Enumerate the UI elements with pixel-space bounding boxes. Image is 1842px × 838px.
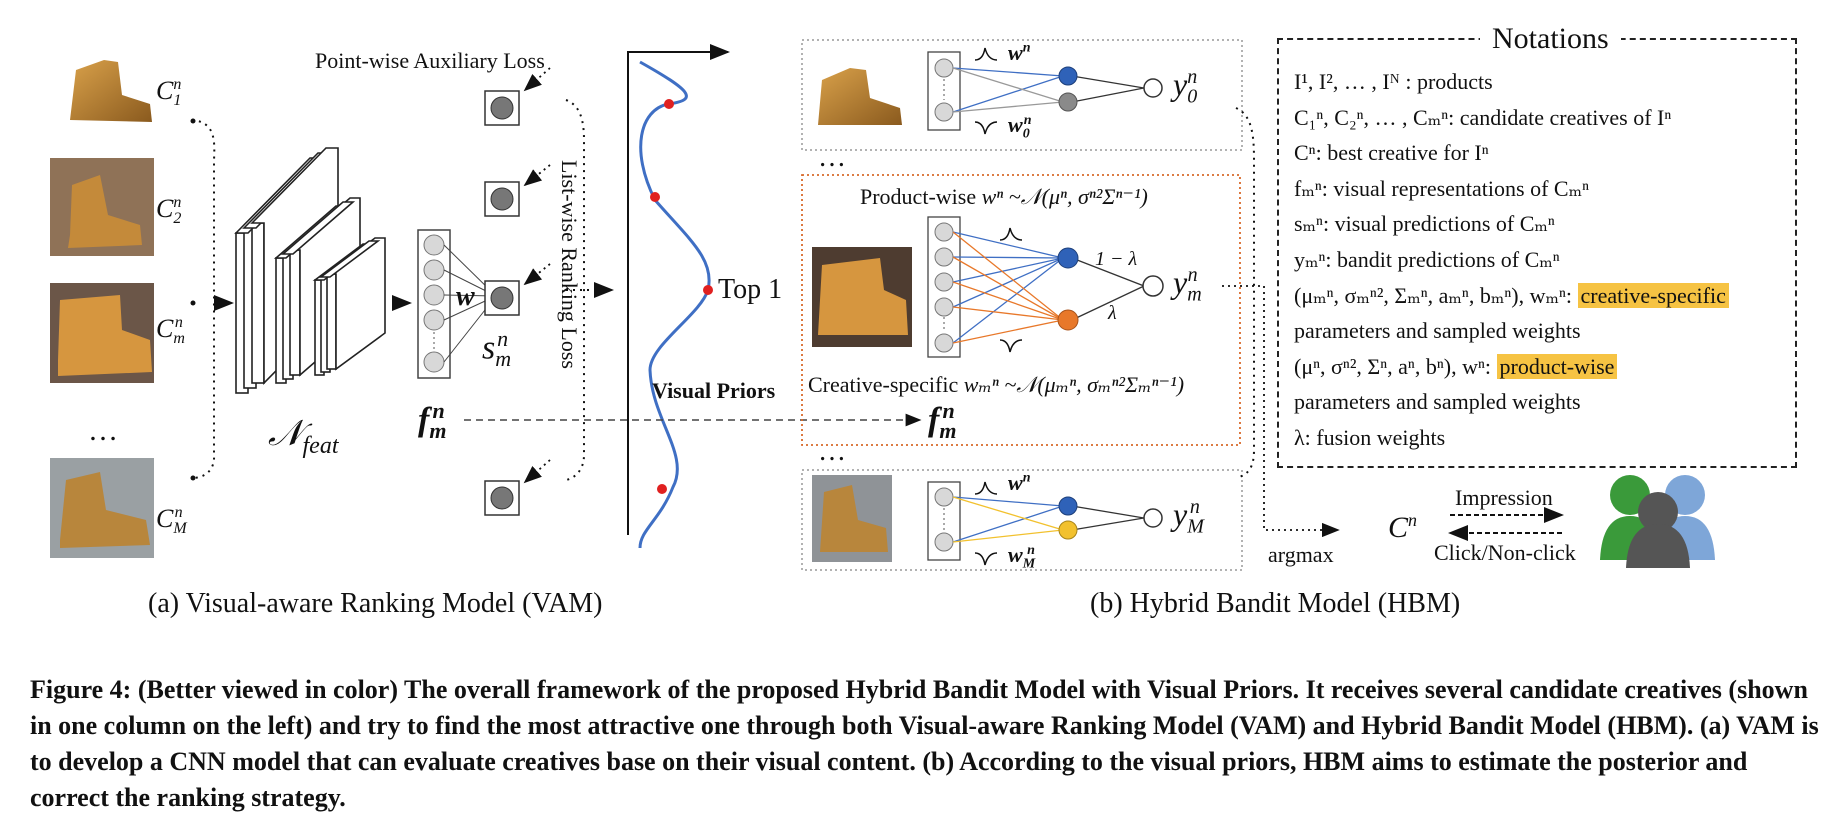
hbm-w0-label: w0n (1008, 112, 1032, 142)
notation-line: (μⁿ, σⁿ², Σⁿ, aⁿ, bⁿ), wⁿ: product-wise (1294, 349, 1729, 385)
prior-point-top1 (703, 285, 713, 295)
hbm-dots-bottom: … (818, 436, 846, 467)
hbm-box-bottom (801, 469, 1243, 571)
lambda-label: λ (1108, 302, 1117, 324)
notation-line: Cⁿ: best creative for Iⁿ (1294, 140, 1489, 166)
weight-w-label: w (456, 281, 475, 312)
notation-line: yₘⁿ: bandit predictions of Cₘⁿ (1294, 246, 1560, 272)
creative-specific-highlight: creative-specific (1577, 282, 1729, 308)
best-creative-label: Cn (1388, 510, 1418, 544)
network-bottom (927, 481, 1163, 566)
yM-label: yMn (1173, 496, 1204, 538)
candidate-cm-label: Cmn (156, 314, 185, 348)
notation-line: C₁ⁿ, C₂ⁿ, … , Cₘⁿ: candidate creatives o… (1294, 104, 1672, 130)
one-minus-lambda-label: 1 − λ (1095, 248, 1138, 270)
prior-point (657, 484, 667, 494)
cnn-block-3 (312, 237, 386, 376)
listwise-loss-label: List-wise Ranking Loss (557, 160, 582, 369)
hbm-w-bottom-label: wn (1008, 470, 1031, 495)
candidate-ellipsis: … (88, 414, 118, 447)
visual-priors-label: Visual Priors (652, 378, 776, 403)
pointwise-loss-label: Point-wise Auxiliary Loss (315, 48, 545, 73)
top1-label: Top 1 (718, 274, 783, 305)
creative-specific-label: Creative-specific wₘⁿ ~𝒩(μₘⁿ, σₘⁿ²Σₘⁿ⁻¹) (808, 372, 1185, 397)
notation-line: fₘⁿ: visual representations of Cₘⁿ (1294, 175, 1590, 201)
product-wise-label: Product-wise wⁿ ~𝒩(μⁿ, σⁿ²Σⁿ⁻¹) (860, 184, 1148, 209)
click-label: Click/Non-click (1434, 540, 1576, 565)
network-top (927, 47, 1163, 135)
prior-point (664, 99, 674, 109)
ym-label: ymn (1173, 264, 1202, 306)
score-s-label: smn (482, 326, 512, 372)
candidate-cM-label: CMn (156, 504, 187, 538)
candidate-c2-label: C2n (156, 194, 182, 228)
product-wise-highlight: product-wise (1496, 353, 1618, 379)
y0-label: y0n (1173, 66, 1198, 108)
hbm-dots-top: … (818, 142, 846, 173)
hbm-wM-label: wMn (1008, 542, 1036, 572)
notation-line: I¹, I², … , Iᴺ : products (1294, 69, 1493, 94)
notation-line: (μₘⁿ, σₘⁿ², Σₘⁿ, aₘⁿ, bₘⁿ), wₘⁿ: creativ… (1294, 278, 1729, 314)
cnn-feature-extractor (234, 147, 386, 394)
candidate-c1-label: C1n (156, 76, 182, 110)
notation-line: λ: fusion weights (1294, 424, 1446, 450)
figure-caption: Figure 4: (Better viewed in color) The o… (30, 675, 1819, 812)
hbm-f-label: fmn (928, 398, 957, 444)
notations-title: Notations (1480, 22, 1621, 56)
hbm-caption: (b) Hybrid Bandit Model (HBM) (1090, 588, 1461, 619)
hbm-box-middle (801, 174, 1241, 446)
notation-line: parameters and sampled weights (1294, 318, 1581, 344)
boot-image-c1 (70, 60, 152, 122)
score-nodes (484, 90, 520, 516)
vam-caption: (a) Visual-aware Ranking Model (VAM) (148, 588, 603, 619)
hbm-w-top-label: wn (1008, 40, 1031, 65)
notation-line: parameters and sampled weights (1294, 389, 1581, 415)
prior-point (650, 192, 660, 202)
feature-f-label: fmn (418, 398, 447, 444)
hbm-box-top (801, 39, 1243, 151)
hbm-boot-top (818, 68, 902, 125)
impression-label: Impression (1455, 485, 1553, 510)
candidate-images (50, 50, 154, 558)
prior-curve (638, 60, 711, 549)
users-icon (1600, 475, 1715, 568)
score-bracket (565, 99, 585, 481)
candidate-bracket (191, 119, 216, 479)
argmax-label: argmax (1268, 542, 1334, 567)
nfeat-label: 𝒩feat (268, 413, 339, 460)
notation-line: sₘⁿ: visual predictions of Cₘⁿ (1294, 211, 1555, 237)
notations-list: I¹, I², … , Iᴺ : products C₁ⁿ, C₂ⁿ, … , … (1294, 64, 1729, 456)
network-middle (927, 216, 1164, 358)
visual-priors-plot (627, 44, 730, 549)
